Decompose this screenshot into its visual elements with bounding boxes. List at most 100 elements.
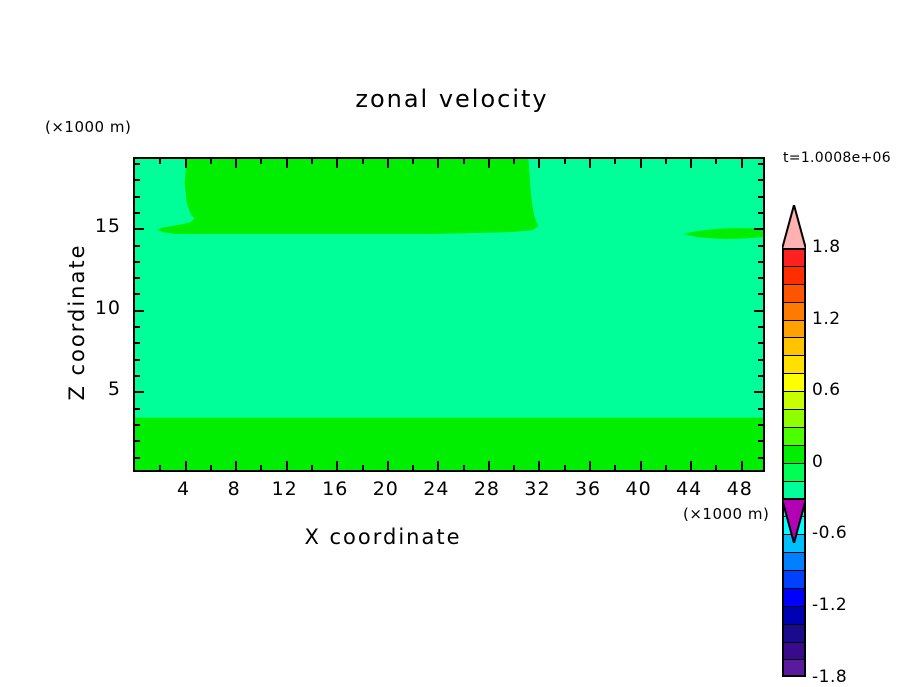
lower-band-region bbox=[135, 417, 763, 470]
x-axis-title: X coordinate bbox=[304, 525, 462, 549]
y-tick bbox=[758, 195, 763, 198]
y-tick bbox=[754, 228, 763, 231]
x-tick bbox=[336, 159, 339, 168]
colorbar-band bbox=[782, 373, 806, 392]
x-tick bbox=[310, 159, 313, 164]
x-tick bbox=[437, 461, 440, 470]
x-tick-label: 8 bbox=[227, 478, 241, 500]
colorbar-band bbox=[782, 462, 806, 481]
x-tick bbox=[740, 461, 743, 470]
colorbar-band bbox=[782, 659, 806, 678]
colorbar-band bbox=[782, 605, 806, 624]
y-tick bbox=[758, 211, 763, 214]
y-tick bbox=[758, 293, 763, 296]
x-tick bbox=[235, 461, 238, 470]
colorbar-band bbox=[782, 319, 806, 338]
y-tick bbox=[758, 375, 763, 378]
colorbar-tick-label: 0 bbox=[812, 451, 824, 472]
x-tick bbox=[285, 461, 288, 470]
y-tick bbox=[135, 391, 144, 394]
y-tick bbox=[758, 326, 763, 329]
x-tick bbox=[462, 465, 465, 470]
x-tick bbox=[361, 465, 364, 470]
y-tick bbox=[135, 342, 140, 345]
contour-plot-area[interactable] bbox=[133, 157, 765, 472]
x-tick bbox=[538, 461, 541, 470]
x-tick bbox=[639, 461, 642, 470]
colorbar-band bbox=[782, 587, 806, 606]
colorbar-band bbox=[782, 301, 806, 320]
x-tick bbox=[159, 465, 162, 470]
y-tick bbox=[758, 179, 763, 182]
x-tick bbox=[184, 461, 187, 470]
y-tick bbox=[758, 162, 763, 165]
x-tick bbox=[361, 159, 364, 164]
x-tick bbox=[589, 159, 592, 168]
x-tick bbox=[487, 461, 490, 470]
y-tick bbox=[758, 277, 763, 280]
y-tick bbox=[135, 293, 140, 296]
x-tick bbox=[209, 465, 212, 470]
colorbar-band bbox=[782, 570, 806, 588]
x-tick bbox=[184, 159, 187, 168]
time-annotation: t=1.0008e+06 bbox=[783, 150, 891, 166]
x-tick-label: 28 bbox=[473, 478, 500, 500]
x-axis-units-label: (×1000 m) bbox=[683, 505, 770, 523]
y-tick bbox=[758, 407, 763, 410]
x-tick bbox=[386, 461, 389, 470]
y-tick bbox=[135, 407, 140, 410]
y-tick bbox=[135, 244, 140, 247]
x-tick bbox=[614, 159, 617, 164]
y-tick bbox=[135, 456, 140, 459]
colorbar-band bbox=[782, 623, 806, 642]
colorbar-band bbox=[782, 426, 806, 445]
colorbar-tick-label: 1.2 bbox=[812, 308, 841, 329]
colorbar-band bbox=[782, 391, 806, 410]
x-tick bbox=[614, 465, 617, 470]
y-tick bbox=[135, 211, 140, 214]
x-tick-label: 20 bbox=[372, 478, 399, 500]
y-tick bbox=[135, 260, 140, 263]
x-tick bbox=[690, 159, 693, 168]
x-tick bbox=[412, 465, 415, 470]
y-tick bbox=[758, 456, 763, 459]
colorbar[interactable] bbox=[782, 248, 806, 678]
x-tick-label: 44 bbox=[676, 478, 703, 500]
x-tick-label: 16 bbox=[322, 478, 349, 500]
x-tick-label: 4 bbox=[177, 478, 191, 500]
y-tick bbox=[754, 309, 763, 312]
x-tick bbox=[538, 159, 541, 168]
x-tick bbox=[740, 159, 743, 168]
x-tick bbox=[260, 159, 263, 164]
colorbar-tick-label: -1.2 bbox=[812, 595, 848, 615]
y-tick bbox=[135, 424, 140, 427]
x-tick-label: 36 bbox=[574, 478, 602, 500]
y-tick bbox=[135, 326, 140, 329]
x-tick-label: 48 bbox=[726, 478, 753, 500]
x-tick-label: 12 bbox=[271, 478, 298, 500]
y-tick bbox=[135, 162, 140, 165]
right-lens-region bbox=[683, 228, 763, 239]
x-tick bbox=[563, 159, 566, 164]
x-tick bbox=[159, 159, 162, 164]
y-tick bbox=[758, 440, 763, 443]
colorbar-band bbox=[782, 480, 806, 499]
colorbar-band bbox=[782, 641, 806, 660]
x-tick bbox=[664, 159, 667, 164]
x-tick-label: 32 bbox=[524, 478, 551, 500]
x-tick bbox=[487, 159, 490, 168]
x-tick bbox=[412, 159, 415, 164]
x-tick bbox=[639, 159, 642, 168]
colorbar-band bbox=[782, 552, 806, 571]
upper-plateau-region bbox=[156, 159, 539, 235]
x-tick bbox=[386, 159, 389, 168]
x-tick bbox=[715, 159, 718, 164]
y-tick bbox=[135, 228, 144, 231]
page-title: zonal velocity bbox=[355, 85, 549, 113]
y-tick bbox=[758, 424, 763, 427]
x-tick bbox=[235, 159, 238, 168]
colorbar-band bbox=[782, 337, 806, 356]
y-axis-units-label: (×1000 m) bbox=[45, 118, 132, 136]
y-tick-label: 15 bbox=[94, 215, 121, 238]
y-tick bbox=[135, 440, 140, 443]
